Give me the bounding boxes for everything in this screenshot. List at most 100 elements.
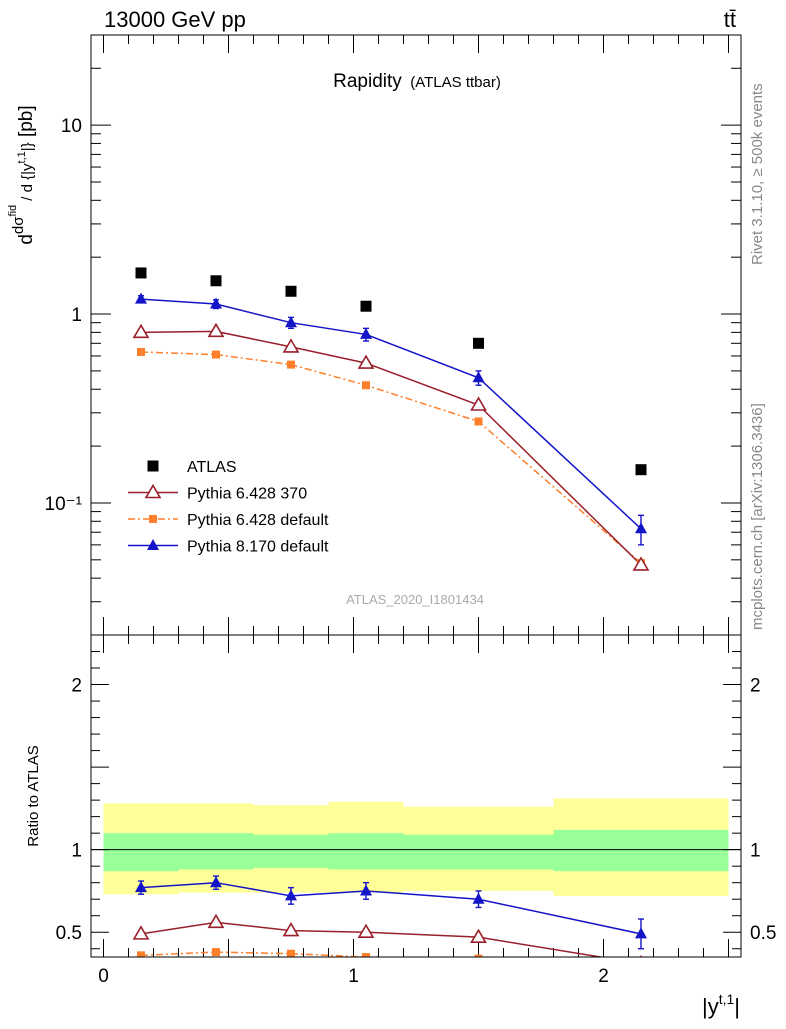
p6-370-line bbox=[140, 330, 642, 566]
y-tick-label: 10 bbox=[61, 116, 82, 137]
atlas-point bbox=[360, 300, 372, 312]
p6-default-point bbox=[287, 360, 295, 369]
x-label-main: |y bbox=[702, 994, 719, 1019]
p6-370-point bbox=[282, 921, 300, 937]
atlas-point bbox=[135, 267, 147, 279]
ratio-p8-line bbox=[140, 881, 642, 935]
ratio-band-inner bbox=[178, 833, 254, 870]
y-label-unit: [pb] bbox=[16, 105, 37, 142]
p8-point bbox=[210, 297, 222, 309]
p8-point bbox=[285, 889, 297, 901]
atlas-point bbox=[210, 275, 222, 287]
y-label-sup: t,1 bbox=[16, 151, 28, 163]
p8-line bbox=[140, 298, 642, 530]
p6-370-point bbox=[207, 322, 225, 338]
p6-default-point bbox=[474, 417, 483, 426]
ratio-band-inner bbox=[328, 833, 404, 870]
p6-370-point bbox=[132, 925, 150, 940]
plot-title: Rapidity (ATLAS ttbar) bbox=[333, 71, 501, 92]
ratio-y-tick-label: 2 bbox=[71, 676, 82, 697]
p8-point bbox=[135, 881, 147, 893]
p8-point bbox=[360, 327, 372, 339]
p8-point bbox=[210, 876, 222, 888]
plot-title-sub: (ATLAS ttbar) bbox=[410, 74, 501, 91]
p6-370-point bbox=[282, 338, 300, 353]
ratio-y-tick-label-right: 2 bbox=[750, 676, 761, 697]
x-axis-label: |yt,1| bbox=[702, 991, 740, 1019]
p6-default-point bbox=[637, 958, 645, 966]
ratio-y-tick-label-right: 0.5 bbox=[750, 923, 776, 944]
y-label-denom: / d {|y bbox=[19, 163, 36, 205]
ratio-band-inner bbox=[553, 829, 729, 872]
atlas-point bbox=[285, 285, 297, 297]
atlas-point bbox=[147, 460, 159, 472]
p6-default-point bbox=[137, 347, 145, 356]
p6-370-point bbox=[207, 913, 225, 929]
legend: ATLAS Pythia 6.428 370 Pythia 6.428 defaul… bbox=[128, 459, 329, 556]
tick-labels: 10⁻¹ 1 10 0 1 2 0.5 0.5 1 1 2 2 bbox=[45, 116, 777, 987]
p6-default-point bbox=[149, 515, 157, 523]
p6-default-point bbox=[212, 948, 220, 957]
ratio-band-inner bbox=[403, 834, 554, 870]
y-label-d: d bbox=[16, 234, 37, 245]
legend-label: Pythia 8.170 default bbox=[187, 539, 329, 556]
ratio-band-inner bbox=[103, 833, 179, 872]
p6-default-point bbox=[362, 381, 370, 390]
y-label-sigma: dσ bbox=[10, 216, 27, 234]
legend-label: Pythia 6.428 370 bbox=[187, 486, 307, 503]
y-axis-label-text: ddσfid / d {|yt,1|} [pb] bbox=[7, 105, 37, 244]
y-tick-label: 1 bbox=[71, 305, 82, 326]
p6-370-point bbox=[357, 923, 375, 939]
p6-default-line bbox=[140, 351, 642, 564]
p6-370-point bbox=[470, 396, 487, 411]
ratio-bands bbox=[91, 798, 741, 896]
p8-point bbox=[635, 522, 647, 534]
y-label-fid: fid bbox=[7, 205, 19, 217]
p8-point bbox=[360, 884, 372, 896]
rivet-label: Rivet 3.1.10, ≥ 500k events bbox=[749, 83, 766, 265]
y-axis-label: ddσfid / d {|yt,1|} [pb] bbox=[7, 105, 37, 244]
p6-370-point bbox=[357, 354, 375, 369]
p8-point bbox=[135, 292, 147, 304]
p8-point bbox=[472, 892, 485, 904]
process-label: tt̄ bbox=[724, 7, 736, 32]
p8-point bbox=[147, 539, 159, 550]
p6-370-point bbox=[639, 955, 643, 957]
main-series bbox=[132, 267, 650, 571]
x-label-close: | bbox=[734, 994, 740, 1019]
ratio-y-tick-label-right: 1 bbox=[750, 841, 761, 862]
ratio-axis-label: Ratio to ATLAS bbox=[25, 745, 42, 846]
atlas-point bbox=[473, 337, 484, 349]
ratio-frame bbox=[90, 634, 742, 958]
analysis-watermark: ATLAS_2020_I1801434 bbox=[346, 592, 484, 607]
ratio-y-tick-label: 0.5 bbox=[56, 923, 82, 944]
x-tick-label: 0 bbox=[98, 966, 109, 987]
x-tick-label: 1 bbox=[348, 966, 359, 987]
legend-label: Pythia 6.428 default bbox=[187, 512, 329, 529]
p8-point bbox=[472, 371, 485, 383]
plot-title-main: Rapidity bbox=[333, 71, 402, 92]
y-label-close: |} bbox=[19, 142, 36, 151]
p6-370-point bbox=[470, 928, 487, 943]
p6-default-point bbox=[362, 953, 370, 957]
p6-370-point bbox=[144, 483, 162, 499]
x-label-sup: t,1 bbox=[719, 991, 735, 1007]
p6-default-point bbox=[137, 951, 145, 957]
legend-label: ATLAS bbox=[187, 459, 237, 476]
p8-point bbox=[285, 316, 297, 328]
ratio-series bbox=[132, 875, 647, 966]
ratio-p6-default-line bbox=[140, 951, 418, 957]
ratio-band-inner bbox=[253, 834, 329, 868]
p6-370-point bbox=[132, 323, 150, 339]
p6-default-point bbox=[287, 949, 295, 957]
ratio-p6-370-line bbox=[140, 921, 606, 957]
p6-default-point bbox=[474, 954, 483, 957]
atlas-point bbox=[635, 464, 647, 476]
p6-default-point bbox=[212, 350, 220, 359]
p8-point bbox=[635, 927, 647, 939]
beam-label: 13000 GeV pp bbox=[104, 7, 246, 32]
source-label: mcplots.cern.ch [arXiv:1306.3436] bbox=[749, 403, 766, 630]
ratio-y-tick-label: 1 bbox=[71, 841, 82, 862]
